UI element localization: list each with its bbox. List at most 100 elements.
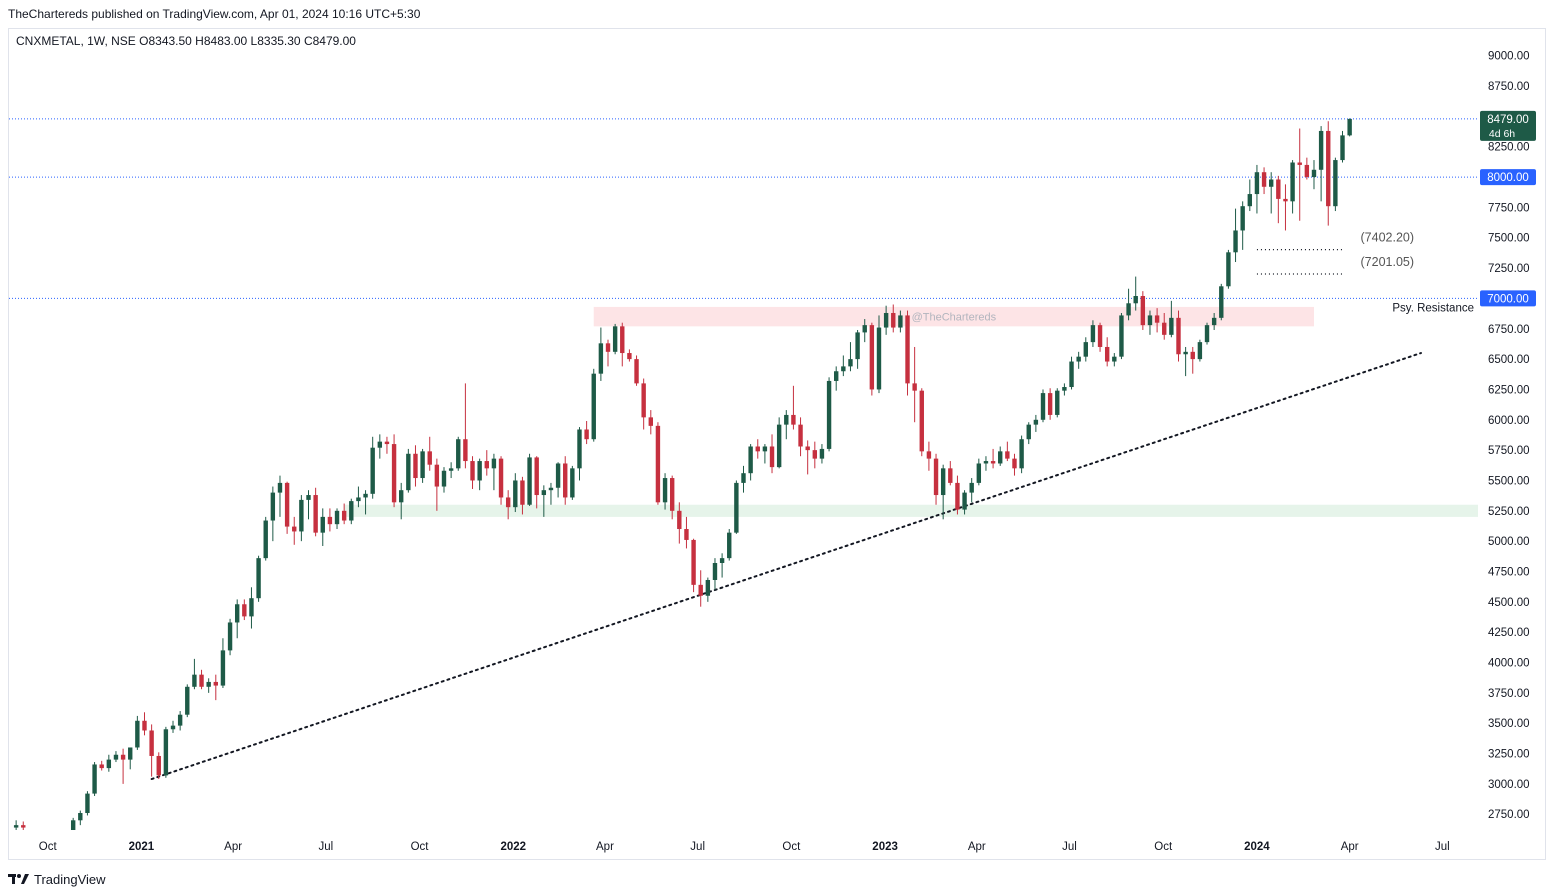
candle-body: [1126, 303, 1131, 316]
candle: [1097, 322, 1103, 352]
candle-body: [1090, 325, 1096, 343]
candle-body: [1311, 169, 1317, 178]
candle: [812, 441, 818, 469]
candle: [1083, 337, 1088, 362]
tradingview-logo-icon: [8, 874, 29, 884]
candle-body: [1283, 198, 1288, 202]
candle: [976, 458, 982, 486]
candle: [349, 498, 354, 525]
candle: [1318, 126, 1324, 202]
x-tick-label: Jul: [690, 841, 705, 853]
y-tick-label: 7500.00: [1488, 233, 1530, 245]
candle-body: [78, 813, 83, 821]
candle: [905, 310, 910, 396]
x-tick-label: 2023: [872, 841, 898, 853]
candle-body: [270, 492, 276, 521]
candle: [1304, 157, 1310, 180]
candle: [213, 674, 219, 701]
candle: [206, 678, 211, 693]
x-tick-label: Apr: [968, 841, 986, 853]
candle: [99, 760, 104, 771]
candle-body: [477, 461, 482, 481]
candle-body: [812, 450, 818, 459]
candle-body: [1276, 179, 1281, 199]
x-tick-label: Oct: [411, 841, 430, 853]
candle: [534, 456, 539, 509]
candle-body: [684, 529, 689, 540]
y-tick-label: 4750.00: [1488, 566, 1530, 578]
candle: [13, 820, 19, 830]
candle-body: [1326, 130, 1331, 207]
candle-body: [584, 429, 589, 440]
candle-body: [1219, 286, 1224, 318]
candle-body: [420, 451, 425, 479]
candle: [983, 456, 989, 471]
candle: [990, 448, 996, 469]
candle-body: [1268, 179, 1274, 187]
candle-body: [876, 327, 882, 390]
candle-body: [1140, 296, 1146, 326]
y-tick-label: 5250.00: [1488, 506, 1530, 518]
level-mark-label: (7201.05): [1361, 255, 1415, 269]
candle-body: [919, 390, 924, 452]
candle: [1326, 121, 1331, 226]
candle-body: [669, 478, 675, 511]
candle-body: [341, 510, 347, 521]
candle: [498, 456, 504, 505]
candle: [848, 342, 853, 372]
candle: [1005, 441, 1010, 462]
candle-body: [1076, 356, 1081, 362]
candle-body: [563, 463, 568, 498]
candle-body: [170, 725, 176, 730]
candle: [1112, 353, 1117, 367]
candle: [1040, 389, 1046, 423]
x-tick-label: Apr: [596, 841, 614, 853]
candle-body: [1340, 135, 1345, 161]
candle: [541, 485, 547, 517]
candle-body: [983, 461, 989, 464]
candle: [819, 444, 825, 464]
chart-frame: [8, 28, 1546, 860]
candle: [1169, 300, 1174, 338]
candle-body: [21, 825, 26, 828]
y-tick-label: 8750.00: [1488, 81, 1530, 93]
price-level-badge: [1480, 290, 1536, 307]
candle: [1062, 383, 1067, 396]
candle-body: [1062, 387, 1067, 391]
candle: [477, 458, 482, 491]
candle: [627, 349, 632, 362]
candle-body: [1247, 194, 1253, 207]
candle: [249, 587, 254, 629]
candle-body: [1183, 351, 1188, 355]
candle: [277, 475, 283, 517]
candle: [1233, 208, 1238, 263]
candle-body: [769, 446, 775, 468]
x-tick-label: 2022: [500, 841, 526, 853]
candle: [948, 461, 953, 486]
candle: [876, 315, 882, 394]
candle: [570, 465, 575, 500]
candle-body: [1190, 351, 1195, 360]
candle-body: [220, 650, 226, 686]
candle-body: [548, 487, 554, 491]
candle-body: [798, 424, 803, 447]
candle: [185, 684, 190, 718]
candle: [1012, 453, 1017, 476]
candle-body: [905, 315, 910, 384]
candle-body: [327, 516, 333, 525]
candle-body: [1112, 356, 1117, 362]
psy-resistance-note: Psy. Resistance: [1392, 302, 1474, 314]
y-tick-label: 4000.00: [1488, 658, 1530, 670]
candle: [227, 618, 233, 656]
candle: [1290, 160, 1295, 214]
candle: [177, 711, 183, 731]
candle: [1047, 388, 1053, 420]
footer: TradingView: [8, 870, 106, 888]
candle: [520, 476, 525, 515]
candle-body: [185, 686, 190, 715]
candle-body: [976, 463, 982, 483]
candle-body: [256, 558, 261, 599]
y-tick-label: 5750.00: [1488, 445, 1530, 457]
candle-body: [249, 598, 254, 617]
candle-body: [1154, 315, 1160, 323]
